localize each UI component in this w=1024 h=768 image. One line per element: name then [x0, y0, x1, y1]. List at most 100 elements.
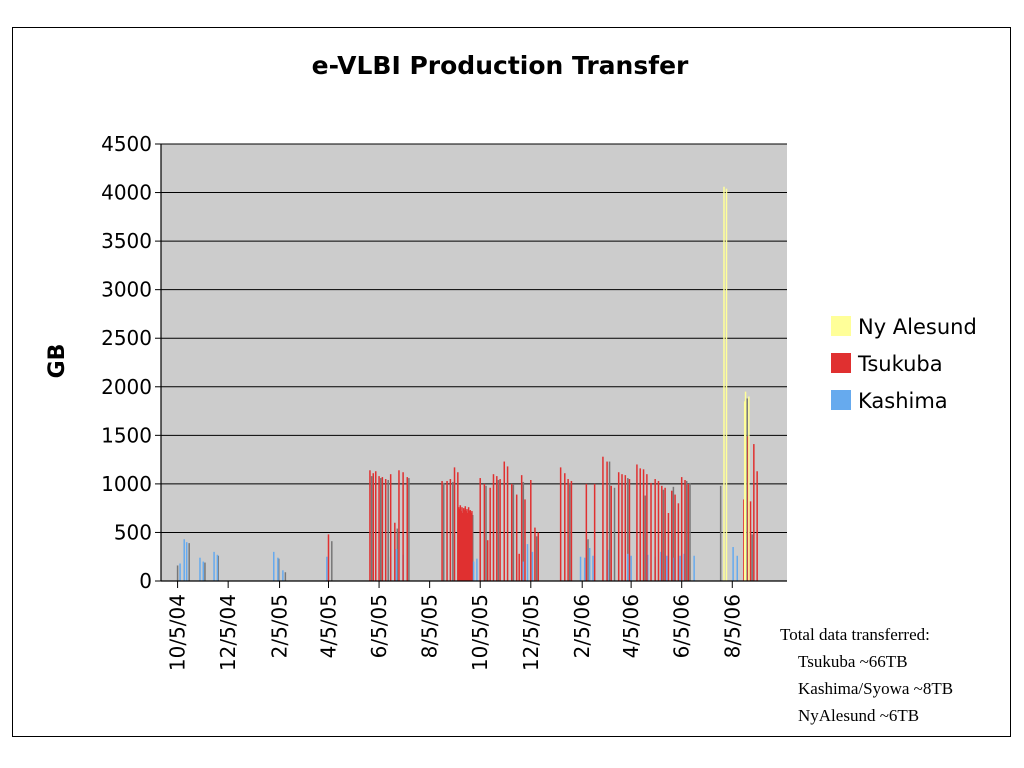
bar [628, 479, 631, 581]
bar [526, 544, 529, 581]
legend-swatch [831, 353, 851, 373]
bar [654, 479, 656, 581]
bar [636, 464, 638, 581]
bar [627, 478, 629, 581]
bar [588, 547, 591, 581]
bar [510, 483, 513, 581]
series-kashima [179, 539, 739, 581]
y-tick-label: 4500 [101, 132, 152, 156]
bar [685, 480, 688, 581]
bar [459, 505, 462, 581]
bar [216, 554, 219, 581]
bar [657, 480, 660, 581]
bar [468, 511, 471, 581]
y-tick-label: 500 [114, 520, 152, 544]
bar [607, 549, 609, 581]
bar [610, 485, 612, 581]
bar [719, 485, 722, 581]
bar [442, 482, 445, 581]
x-tick-label: 10/5/04 [166, 594, 190, 671]
bar [492, 474, 495, 581]
bar [327, 534, 330, 581]
bar [470, 513, 472, 581]
bar [689, 482, 691, 581]
bar [617, 472, 620, 581]
bar [199, 557, 201, 581]
bar [677, 503, 680, 581]
bar [687, 483, 690, 581]
bar [621, 474, 623, 581]
bar [602, 456, 604, 581]
bar [506, 466, 509, 581]
bar [606, 461, 608, 581]
bar [202, 561, 205, 581]
bar [273, 551, 275, 581]
bar [496, 476, 498, 581]
bar [680, 477, 683, 581]
chart: e-VLBI Production Transfer GB 0 500 1000 15… [45, 51, 977, 671]
bar [673, 557, 675, 581]
x-tick-label: 4/5/05 [316, 594, 340, 658]
plot-area [160, 143, 787, 582]
bar [639, 468, 641, 581]
x-axis: 10/5/04 12/5/04 2/5/05 4/5/05 6/5/05 8/5/05 10… [166, 581, 744, 671]
bar [326, 556, 328, 581]
bar [472, 514, 474, 581]
bar [396, 528, 399, 581]
bar [627, 553, 629, 581]
bar [387, 480, 389, 581]
bar [449, 479, 452, 581]
bar [188, 543, 190, 581]
bar [395, 548, 398, 581]
bar [537, 532, 540, 581]
bar [381, 477, 384, 581]
bar [559, 467, 562, 581]
bar [661, 485, 663, 581]
bar [524, 499, 526, 581]
bar [369, 470, 371, 581]
bar [723, 186, 725, 581]
bar [522, 481, 525, 581]
total-note-line-kashima: Kashima/Syowa ~8TB [798, 679, 954, 698]
bar [666, 555, 668, 581]
bar [630, 555, 632, 581]
y-axis-label: GB [45, 344, 70, 379]
bar [743, 499, 745, 581]
series-ny-alesund [723, 186, 750, 581]
bar [499, 479, 501, 581]
y-tick-label: 3000 [101, 278, 152, 302]
bar [674, 494, 676, 581]
bar [512, 484, 515, 581]
bar [486, 540, 489, 581]
total-note-line-nyalesund: NyAlesund ~6TB [798, 706, 920, 725]
bar [664, 487, 666, 581]
bar [756, 471, 758, 581]
bar [446, 480, 448, 581]
bar [457, 507, 460, 581]
x-tick-label: 6/5/05 [367, 594, 391, 658]
bar [592, 555, 594, 581]
bar [179, 563, 181, 581]
bar [535, 536, 538, 581]
legend-label: Kashima [858, 389, 948, 413]
chart-frame: e-VLBI Production Transfer GB 0 500 1000 15… [12, 27, 1011, 737]
bar [693, 555, 695, 581]
bar [744, 391, 747, 581]
bar [662, 489, 665, 581]
bar [670, 490, 673, 581]
bar [587, 539, 589, 581]
bar [464, 506, 467, 581]
bar [667, 513, 670, 581]
bar [518, 553, 520, 581]
x-tick-label: 2/5/06 [570, 594, 594, 658]
bar [483, 483, 486, 581]
bar [585, 483, 588, 581]
x-tick-label: 4/5/06 [619, 594, 643, 658]
bar [460, 511, 462, 581]
bar [458, 509, 461, 581]
bar [462, 513, 464, 581]
bar [613, 487, 616, 581]
legend-swatch [831, 316, 851, 336]
bar [466, 509, 468, 581]
bar [608, 461, 611, 581]
